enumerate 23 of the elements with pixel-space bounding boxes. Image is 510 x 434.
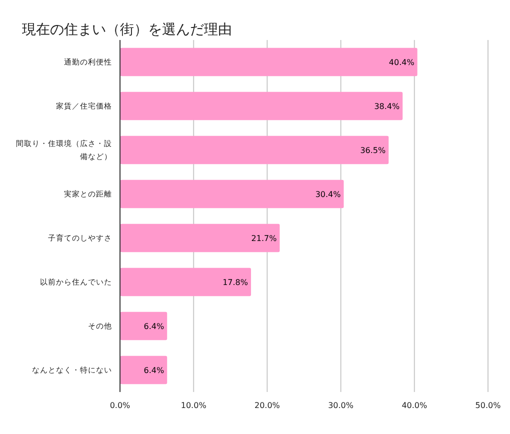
bar	[120, 312, 168, 340]
x-tick-label: 30.0%	[328, 401, 354, 410]
x-tick-label: 50.0%	[475, 401, 502, 410]
bar	[120, 268, 252, 296]
bar	[120, 224, 280, 252]
x-tick-label: 20.0%	[254, 401, 280, 410]
chart-title: 現在の住まい（街）を選んだ理由	[22, 22, 232, 38]
bar	[120, 180, 344, 208]
bar	[120, 356, 168, 384]
data-label: 6.4%	[144, 322, 164, 331]
data-label: 38.4%	[374, 102, 400, 111]
data-label: 21.7%	[251, 234, 278, 243]
data-label: 6.4%	[144, 366, 164, 375]
data-label: 36.5%	[360, 146, 386, 155]
bar	[120, 136, 389, 164]
bar	[120, 92, 403, 120]
data-label: 17.8%	[222, 278, 248, 287]
x-tick-label: 0.0%	[110, 401, 131, 410]
bar	[120, 48, 418, 76]
data-label: 30.4%	[315, 190, 342, 199]
data-label: 40.4%	[388, 58, 415, 67]
x-tick-label: 10.0%	[180, 401, 207, 410]
x-tick-label: 40.0%	[402, 401, 428, 410]
